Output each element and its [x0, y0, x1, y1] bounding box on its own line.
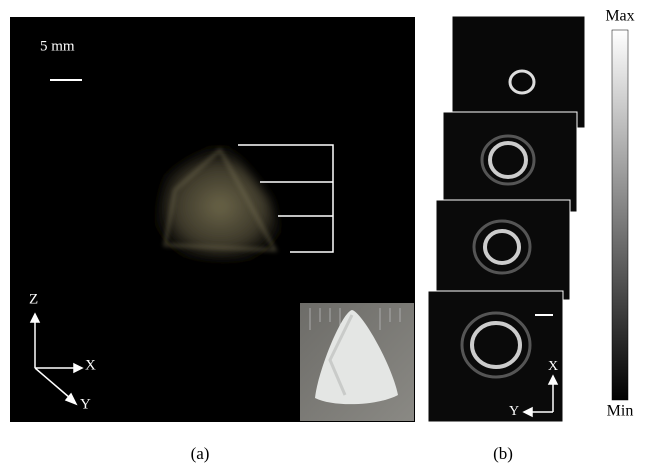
colorbar-max: Max	[605, 8, 634, 25]
slice	[452, 16, 585, 128]
axis-x: X	[85, 357, 96, 373]
caption-b: (b)	[493, 444, 513, 463]
slice	[428, 291, 563, 422]
slice-axis-y: Y	[509, 404, 519, 419]
axis-z: Z	[29, 291, 38, 307]
colorbar-min: Min	[607, 403, 634, 420]
caption-a: (a)	[191, 444, 210, 463]
slice-axis-x: X	[548, 359, 558, 374]
scale-label: 5 mm	[40, 38, 75, 54]
colorbar	[612, 30, 628, 400]
slice	[436, 200, 570, 300]
figure: 5 mm Z X Y	[0, 0, 647, 466]
photo-inset	[300, 303, 414, 421]
panel-b: X Y Max Min	[428, 8, 635, 422]
axis-y: Y	[80, 396, 91, 412]
panel-a: 5 mm Z X Y	[10, 17, 415, 422]
slice	[443, 112, 577, 212]
